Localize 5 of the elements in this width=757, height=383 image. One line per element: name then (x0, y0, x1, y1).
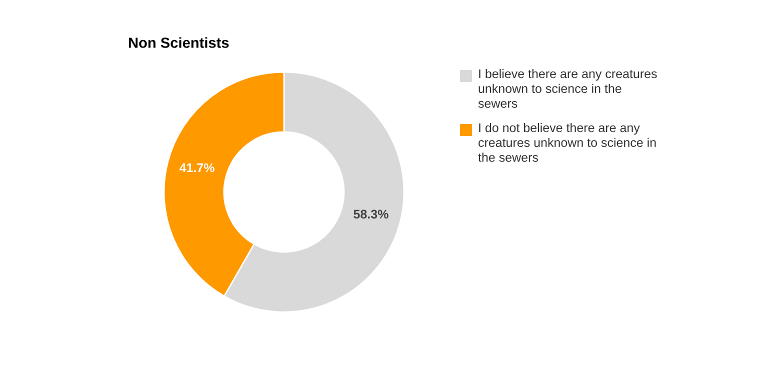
data-label: 58.3% (354, 210, 388, 219)
legend-label: I do not believe there are any creatures unknown to science in the sewers (478, 123, 656, 162)
legend-label: I believe there are any creatures unknown to science in the sewers (478, 69, 657, 108)
chart-title: Non Scientists (128, 37, 229, 48)
data-label: 41.7% (180, 163, 214, 172)
